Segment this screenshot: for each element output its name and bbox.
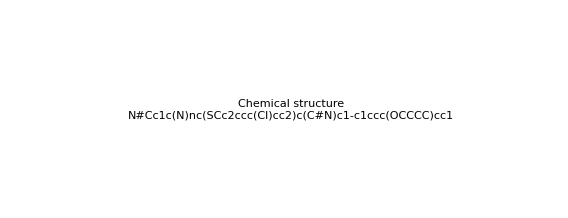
Text: Chemical structure
N#Cc1c(N)nc(SCc2ccc(Cl)cc2)c(C#N)c1-c1ccc(OCCCC)cc1: Chemical structure N#Cc1c(N)nc(SCc2ccc(C… (128, 99, 454, 121)
